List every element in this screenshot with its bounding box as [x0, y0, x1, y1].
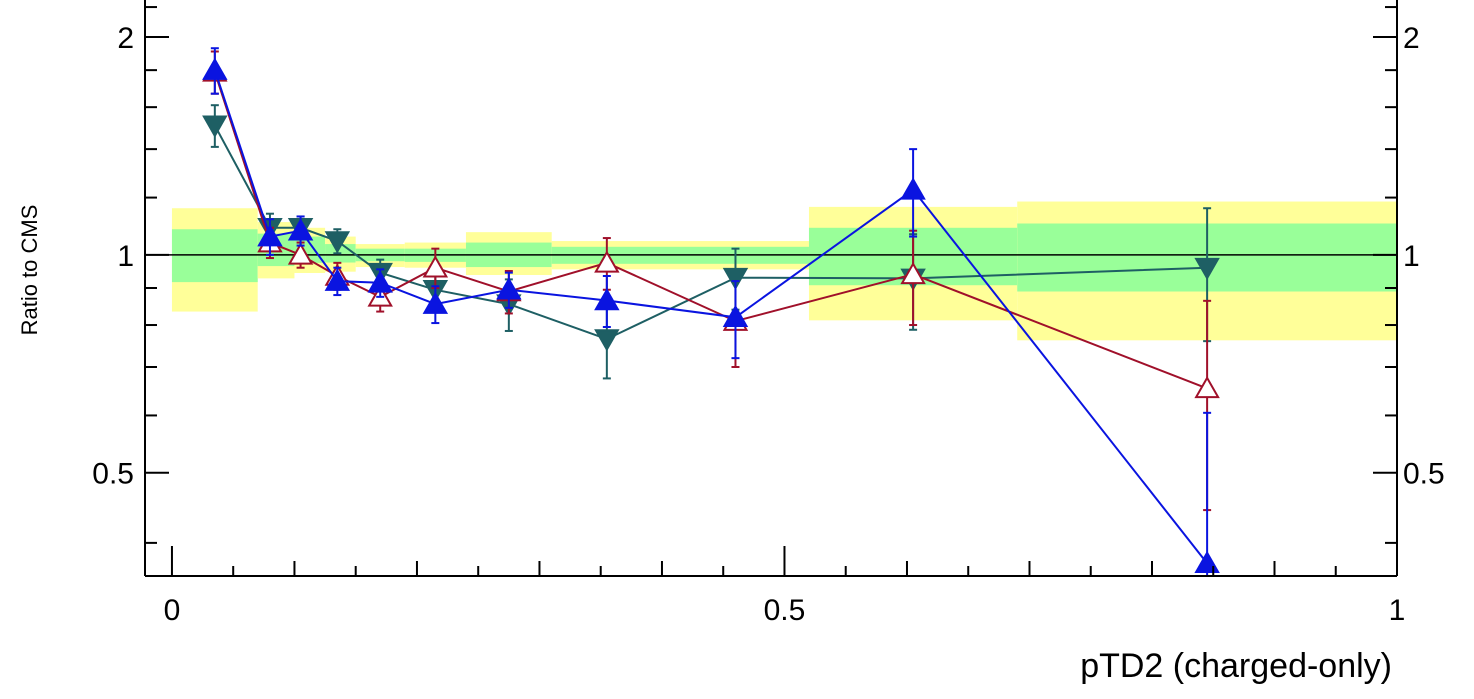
- y-tick-label-left: 2: [117, 22, 134, 55]
- x-axis-title: pTD2 (charged-only): [1080, 647, 1392, 685]
- series-2-point-3: [324, 268, 351, 291]
- series-0-point-7: [594, 329, 620, 352]
- y-tick-label-right: 0.5: [1403, 458, 1445, 491]
- series-2-point-8: [722, 304, 749, 328]
- series-1-point-7: [594, 250, 620, 273]
- x-tick-label: 0.5: [764, 594, 806, 627]
- inner-band-0: [171, 229, 258, 283]
- series-2-errorbar-10: [1203, 411, 1212, 576]
- series-2-point-4: [367, 270, 393, 293]
- tick-labels: 0 0.5 1 0.5 0.5 1 1 2 2: [92, 22, 1444, 627]
- series-2-point-6: [496, 277, 522, 300]
- y-tick-label-left: 1: [117, 240, 134, 273]
- x-tick-label: 1: [1389, 594, 1406, 627]
- series-1-point-10: [1194, 375, 1220, 399]
- series-2-point-5: [422, 291, 449, 314]
- series-1-point-2: [287, 242, 314, 265]
- y-tick-label-right: 2: [1403, 22, 1420, 55]
- series-2: [202, 47, 1220, 576]
- axis-ticks: [145, 6, 1398, 576]
- x-tick-label: 0: [164, 594, 181, 627]
- series-2-point-0: [202, 57, 228, 80]
- series-1-point-9: [900, 261, 926, 285]
- series-0-point-3: [324, 231, 351, 254]
- uncertainty-bands: [171, 201, 1397, 341]
- series-0-point-10: [1194, 257, 1220, 281]
- series-0-point-0: [202, 115, 228, 138]
- series-2-point-9: [900, 177, 926, 200]
- y-axis-title: Ratio to CMS: [17, 205, 42, 336]
- series-2-point-2: [287, 218, 314, 241]
- series-2-point-10: [1194, 550, 1220, 573]
- series-2-point-7: [594, 288, 620, 311]
- series-0-point-8: [722, 267, 749, 291]
- series-2-point-1: [257, 224, 283, 247]
- y-tick-label-right: 1: [1403, 240, 1420, 273]
- series-1-point-5: [422, 255, 449, 278]
- series-layer: [202, 47, 1220, 576]
- y-tick-label-left: 0.5: [92, 458, 134, 491]
